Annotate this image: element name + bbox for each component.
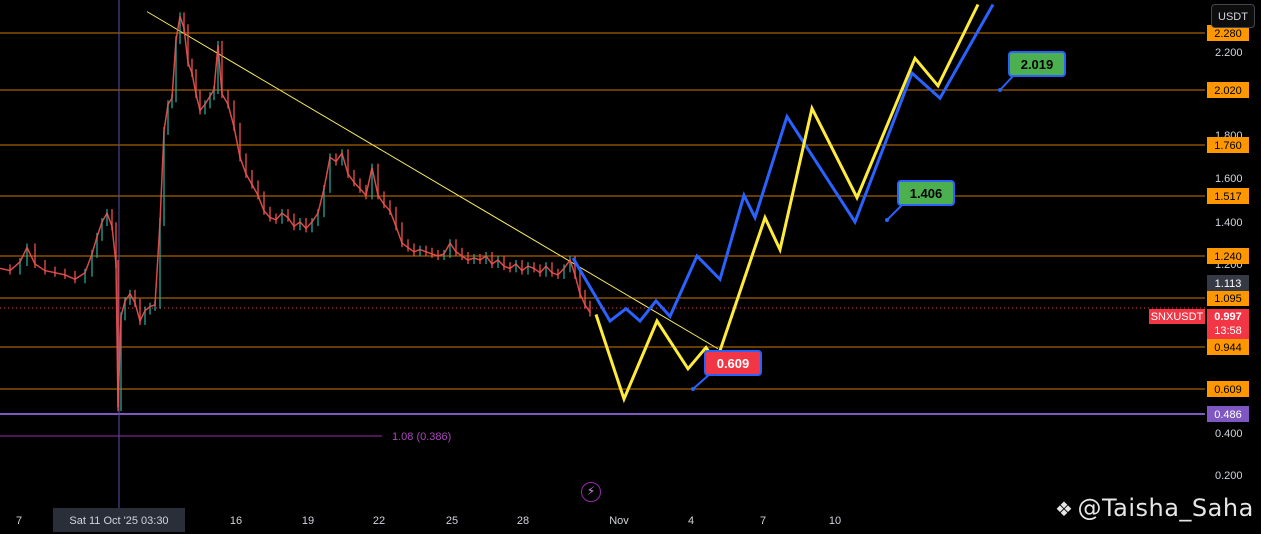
x-tick-label: 7 (760, 515, 766, 527)
countdown-label: 13:58 (1214, 325, 1242, 337)
price-level-tag-label: 1.760 (1214, 140, 1242, 152)
callout-box (1008, 51, 1066, 77)
watermark: ❖ @Taisha_Saha (1055, 494, 1254, 522)
y-tick-label: 0.200 (1215, 470, 1243, 482)
callout-box (704, 350, 762, 376)
callout-label: 2.019 (1021, 57, 1054, 72)
x-tick-label: 10 (829, 515, 841, 527)
price-level-tag-label: 0.944 (1214, 342, 1242, 354)
price-level-tag (1207, 25, 1249, 41)
x-tick-label: 7 (16, 515, 22, 527)
fib-label: 1.08 (0.386) (392, 431, 451, 443)
y-tick-label: 1.600 (1215, 173, 1243, 185)
price-series (0, 12, 591, 412)
binance-square-icon: ❖ (1055, 497, 1074, 521)
y-tick-label: 1.400 (1215, 217, 1243, 229)
price-level-tag-label: 1.240 (1214, 251, 1242, 263)
x-tick-label: 25 (446, 515, 458, 527)
lightning-icon[interactable]: ⚡ (581, 482, 601, 502)
crosshair-time-tag (53, 508, 185, 532)
price-level-tag (1207, 137, 1249, 153)
callout-anchor (885, 218, 889, 222)
watermark-text: @Taisha_Saha (1077, 494, 1254, 522)
price-axis: 2.2001.8001.6001.4001.2000.4000.2002.280… (1149, 25, 1249, 482)
x-tick-label: 22 (373, 515, 385, 527)
x-tick-label: 4 (688, 515, 694, 527)
price-level-tag-label: 1.517 (1214, 191, 1242, 203)
trend-line (146, 11, 719, 350)
price-level-tag (1207, 381, 1249, 397)
target-callouts: 0.609 1.406 2.019 (691, 51, 1066, 391)
callout-label: 1.406 (910, 186, 943, 201)
fib-level: 1.08 (0.386) (0, 431, 451, 443)
projection-yellow (594, 3, 980, 404)
x-tick-label: 16 (230, 515, 242, 527)
callout-anchor (998, 88, 1002, 92)
last-price-tag (1207, 309, 1249, 339)
downtrend-line (146, 11, 719, 350)
price-level-tag (1207, 248, 1249, 264)
price-level-tag (1207, 290, 1249, 306)
price-level-tag-label: 2.280 (1214, 28, 1242, 40)
time-axis: 7 16 19 22 25 28 Nov 4 7 10 Sat 11 Oct '25 03:30 (16, 508, 841, 532)
price-level-tag (1207, 339, 1249, 355)
x-tick-label: 19 (302, 515, 314, 527)
symbol-tag-label: SNXUSDT (1151, 311, 1204, 323)
currency-button[interactable]: USDT (1211, 4, 1255, 28)
price-level-tag-label: 0.609 (1214, 384, 1242, 396)
price-level-tag (1207, 188, 1249, 204)
last-price-label: 0.997 (1214, 311, 1242, 323)
price-line (0, 16, 591, 408)
price-level-tag (1207, 82, 1249, 98)
price-level-tag-label: 1.095 (1214, 293, 1242, 305)
projection-paths (571, 3, 995, 404)
support-level-tag (1207, 406, 1249, 422)
callout-box (897, 180, 955, 206)
y-tick-label: 2.200 (1215, 47, 1243, 59)
x-tick-label: Nov (609, 515, 629, 527)
support-level-tag-label: 0.486 (1214, 409, 1242, 421)
symbol-tag (1149, 309, 1205, 324)
current-level-tag-label: 1.113 (1215, 278, 1242, 290)
x-tick-label: 28 (517, 515, 529, 527)
horizontal-levels (0, 32, 1205, 415)
projection-blue (571, 3, 995, 324)
callout-anchor (691, 387, 695, 391)
price-level-tag-label: 2.020 (1214, 85, 1242, 97)
callout-label: 0.609 (717, 356, 750, 371)
y-tick-label: 0.400 (1215, 428, 1243, 440)
current-level-tag (1207, 275, 1249, 291)
crosshair-time-label: Sat 11 Oct '25 03:30 (69, 515, 168, 527)
